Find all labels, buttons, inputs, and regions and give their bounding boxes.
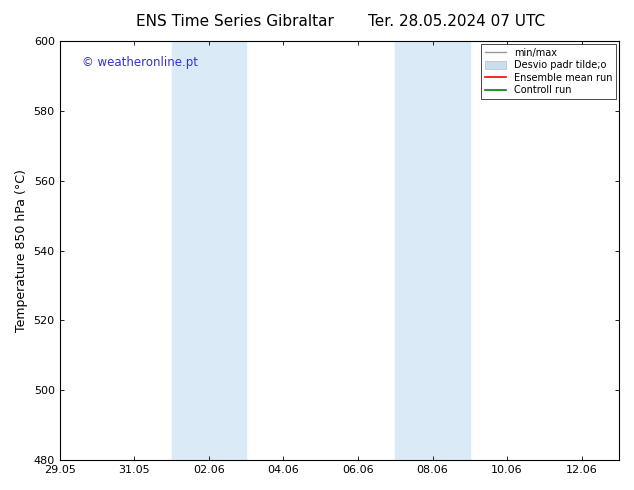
Text: ENS Time Series Gibraltar: ENS Time Series Gibraltar — [136, 14, 333, 29]
Bar — [172, 41, 246, 460]
Text: © weatheronline.pt: © weatheronline.pt — [82, 56, 198, 69]
Y-axis label: Temperature 850 hPa (°C): Temperature 850 hPa (°C) — [15, 169, 28, 332]
Text: Ter. 28.05.2024 07 UTC: Ter. 28.05.2024 07 UTC — [368, 14, 545, 29]
Legend: min/max, Desvio padr tilde;o, Ensemble mean run, Controll run: min/max, Desvio padr tilde;o, Ensemble m… — [481, 44, 616, 99]
Bar — [395, 41, 470, 460]
